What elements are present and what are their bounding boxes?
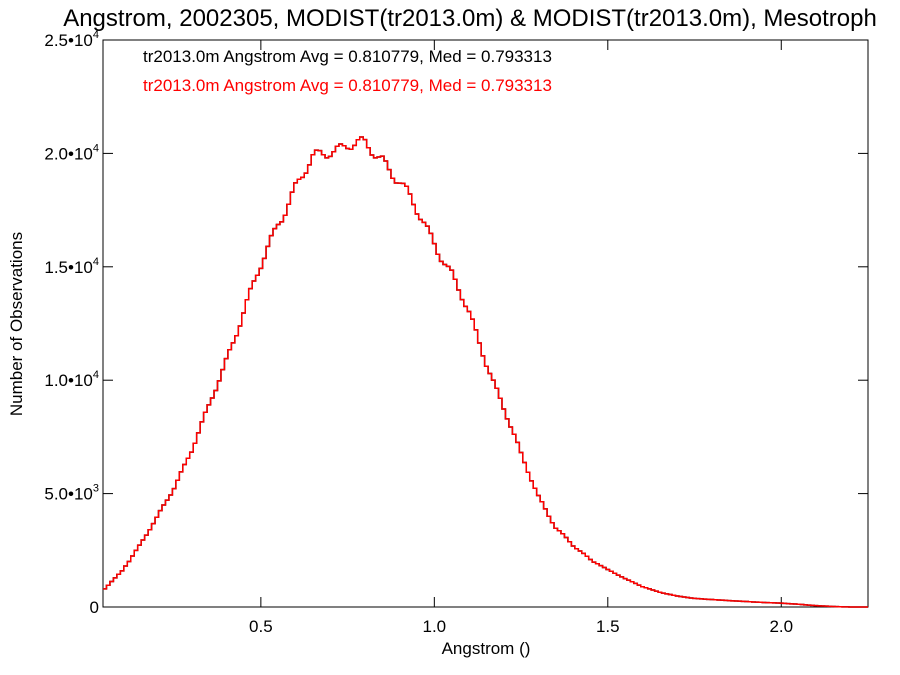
x-tick-label: 1.5 <box>596 617 620 636</box>
y-tick-label: 2.5•104 <box>44 29 99 50</box>
chart-title: Angstrom, 2002305, MODIST(tr2013.0m) & M… <box>63 5 877 32</box>
x-tick-label: 2.0 <box>769 617 793 636</box>
x-axis: 0.5 1.0 1.5 2.0 <box>249 40 793 636</box>
histogram-series-black <box>103 136 868 608</box>
y-tick-label: 1.5•104 <box>44 256 99 277</box>
y-tick-label: 1.0•104 <box>44 369 99 390</box>
y-tick-label: 0 <box>90 598 99 617</box>
histogram-series-red <box>103 136 868 608</box>
y-axis-label: Number of Observations <box>7 232 26 416</box>
annotation-black: tr2013.0m Angstrom Avg = 0.810779, Med =… <box>143 47 552 66</box>
x-tick-label: 1.0 <box>423 617 447 636</box>
annotation-red: tr2013.0m Angstrom Avg = 0.810779, Med =… <box>143 76 552 95</box>
x-tick-label: 0.5 <box>249 617 273 636</box>
y-axis: 0 5.0•103 1.0•104 1.5•104 2.0•104 2.5•104 <box>44 29 868 617</box>
x-axis-label: Angstrom () <box>442 639 531 658</box>
y-tick-label: 5.0•103 <box>44 483 99 504</box>
plot-frame <box>102 39 869 608</box>
y-tick-label: 2.0•104 <box>44 142 99 163</box>
